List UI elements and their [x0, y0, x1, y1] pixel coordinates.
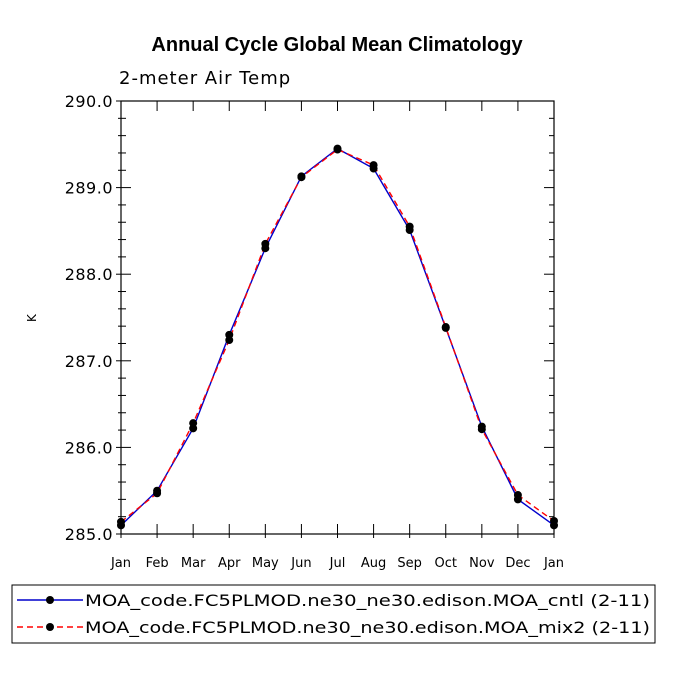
- x-tick-label: May: [252, 556, 279, 571]
- data-point: [550, 517, 558, 526]
- y-tick-label: 285.0: [65, 525, 113, 544]
- legend-marker: [46, 623, 54, 631]
- x-tick-label: Aug: [361, 556, 386, 571]
- x-tick-label: Dec: [505, 556, 530, 571]
- legend: MOA_code.FC5PLMOD.ne30_ne30.edison.MOA_c…: [17, 591, 650, 638]
- chart-subtitle: 2-meter Air Temp: [119, 68, 291, 89]
- data-point: [333, 145, 342, 154]
- series-1: [120, 147, 555, 526]
- x-tick-label: Sep: [397, 556, 422, 571]
- x-tick-label: Oct: [435, 556, 457, 571]
- data-point: [225, 336, 234, 345]
- x-tick-label: Feb: [146, 556, 169, 571]
- x-tick-label: Jun: [290, 556, 311, 571]
- legend-label: MOA_code.FC5PLMOD.ne30_ne30.edison.MOA_m…: [85, 618, 650, 638]
- x-tick-label: Nov: [469, 556, 495, 571]
- series-layer: [117, 144, 558, 530]
- data-point: [189, 419, 198, 428]
- data-point: [297, 173, 306, 182]
- series-2: [120, 148, 555, 523]
- x-tick-label: Jan: [110, 556, 131, 571]
- y-tick-label: 288.0: [65, 265, 113, 284]
- x-tick-label: Mar: [181, 556, 206, 571]
- data-point: [477, 425, 486, 434]
- x-tick-label: Apr: [218, 556, 241, 571]
- plot-frame: [120, 100, 555, 535]
- legend-entry: MOA_code.FC5PLMOD.ne30_ne30.edison.MOA_c…: [17, 591, 650, 611]
- series-line: [120, 148, 555, 523]
- series-2-markers: [117, 145, 558, 526]
- data-point: [369, 161, 378, 170]
- y-tick-label: 290.0: [65, 92, 113, 111]
- x-axis: Jan Feb Mar Apr May Jun Jul Aug Sep Oct Nov Dec Jan: [110, 101, 564, 571]
- data-point: [261, 239, 270, 248]
- legend-marker: [46, 596, 54, 604]
- x-tick-label: Jul: [329, 556, 346, 571]
- y-tick-label: 289.0: [65, 179, 113, 198]
- series-line: [120, 147, 555, 526]
- data-point: [405, 222, 414, 231]
- series-1-markers: [117, 144, 558, 530]
- data-point: [117, 517, 125, 526]
- data-point: [513, 491, 522, 500]
- x-tick-label: Jan: [543, 556, 564, 571]
- data-point: [153, 489, 162, 498]
- legend-entry: MOA_code.FC5PLMOD.ne30_ne30.edison.MOA_m…: [17, 618, 650, 638]
- data-point: [441, 323, 450, 332]
- y-tick-label: 286.0: [65, 438, 113, 457]
- chart-title: Annual Cycle Global Mean Climatology: [151, 34, 523, 56]
- y-axis-label: K: [25, 313, 39, 322]
- y-axis: 285.0 286.0 287.0 288.0 289.0 290.0: [65, 92, 554, 544]
- legend-box: [11, 584, 656, 644]
- y-tick-label: 287.0: [65, 352, 113, 371]
- legend-label: MOA_code.FC5PLMOD.ne30_ne30.edison.MOA_c…: [85, 591, 650, 611]
